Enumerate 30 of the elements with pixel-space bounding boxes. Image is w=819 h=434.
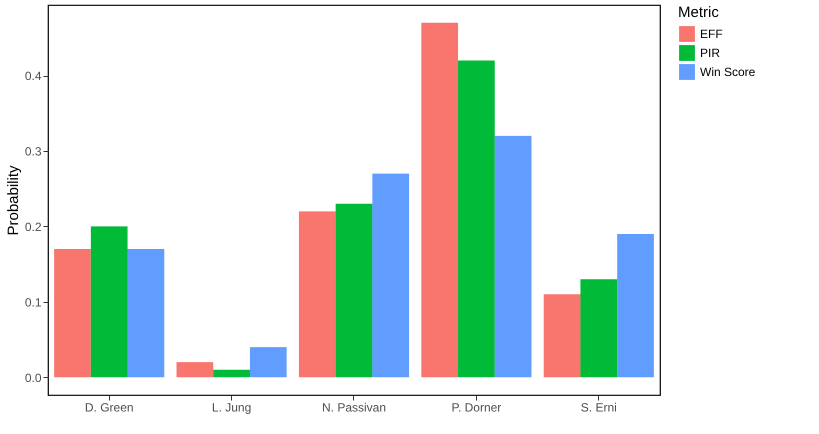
bar: [458, 60, 495, 378]
legend-label: PIR: [700, 46, 720, 60]
bar: [372, 174, 410, 378]
bar: [336, 204, 372, 378]
y-tick-label: 0.0: [24, 370, 42, 385]
bar: [128, 249, 164, 378]
bar: [250, 347, 287, 378]
bar: [298, 211, 336, 378]
bar: [90, 226, 128, 378]
x-tick-label: P. Dorner: [451, 400, 502, 414]
legend-label: Win Score: [700, 65, 756, 79]
bar: [176, 362, 214, 378]
y-tick-label: 0.2: [24, 220, 42, 234]
x-tick-label: N. Passivan: [322, 400, 386, 414]
x-tick-label: S. Erni: [580, 400, 617, 414]
bar: [213, 370, 250, 378]
legend-label: EFF: [700, 27, 723, 41]
x-tick-label: L. Jung: [212, 400, 252, 414]
bar: [617, 234, 654, 378]
y-tick-label: 0.4: [24, 69, 42, 84]
bar: [580, 279, 618, 378]
legend-title: Metric: [678, 4, 720, 21]
bar: [544, 294, 580, 378]
bar: [54, 249, 91, 378]
y-tick-label: 0.1: [24, 295, 42, 310]
bar: [421, 22, 458, 378]
bar: [494, 136, 532, 378]
y-tick-label: 0.3: [24, 144, 42, 158]
y-axis-title: Probability: [4, 164, 22, 236]
x-tick-label: D. Green: [84, 400, 134, 414]
